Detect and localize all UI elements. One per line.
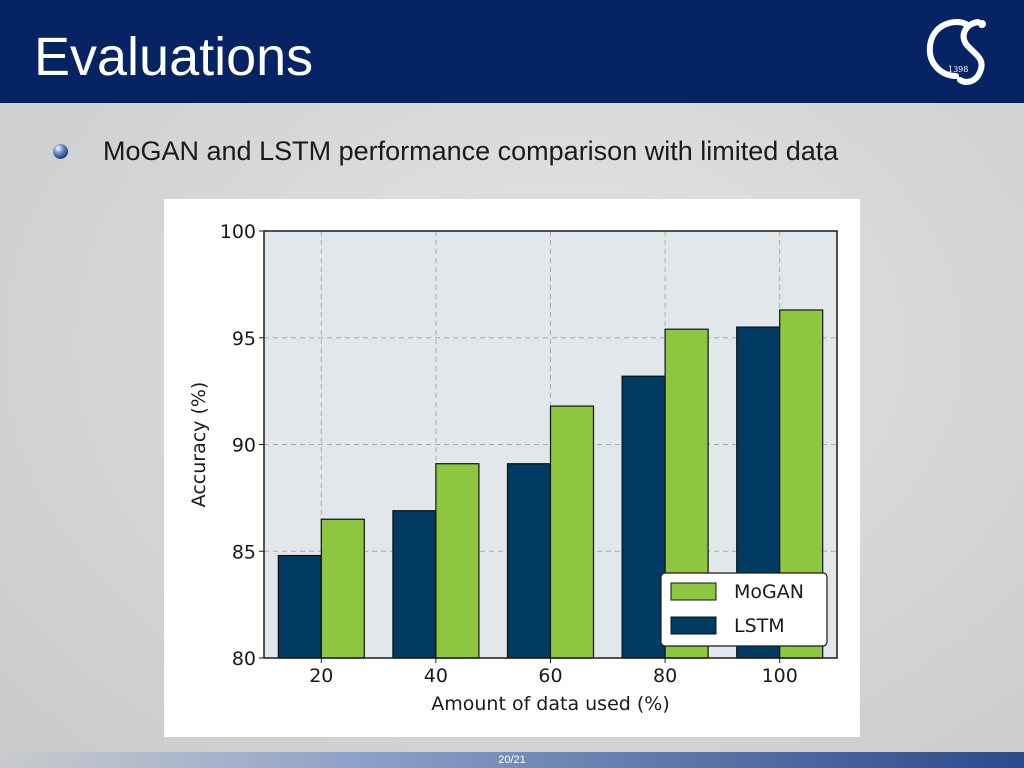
y-tick-label: 95 xyxy=(232,328,256,350)
x-tick-label: 40 xyxy=(424,665,448,687)
title-bar: Evaluations 1398 xyxy=(0,0,1024,103)
chart-panel: 80 85 90 95 100 20 40 60 80 100 Amount of data use… xyxy=(164,199,860,737)
legend-swatch-lstm xyxy=(670,616,717,635)
y-axis-label: Accuracy (%) xyxy=(188,382,210,508)
legend-swatch-mogan xyxy=(670,582,717,601)
x-tick-label: 20 xyxy=(309,665,333,687)
y-tick-label: 80 xyxy=(232,648,256,670)
bullet-text: MoGAN and LSTM performance comparison wi… xyxy=(103,136,839,166)
bar-lstm-20 xyxy=(277,554,322,659)
plot-frame xyxy=(263,230,838,659)
y-tick-label: 100 xyxy=(220,221,256,243)
y-tick-label: 85 xyxy=(232,541,256,563)
logo-year: 1398 xyxy=(948,65,968,74)
slide-title: Evaluations xyxy=(34,27,314,87)
bar-mogan-60 xyxy=(549,405,595,659)
bar-lstm-40 xyxy=(392,510,437,659)
bar-chart: 80 85 90 95 100 20 40 60 80 100 Amount of data use… xyxy=(188,221,838,715)
chart-legend: MoGAN LSTM xyxy=(660,572,828,647)
x-tick-label: 60 xyxy=(538,665,562,687)
bar-mogan-40 xyxy=(435,463,480,659)
legend-label-lstm: LSTM xyxy=(734,615,785,637)
sphere-bullet-icon xyxy=(53,144,68,159)
y-tick-label: 90 xyxy=(232,435,256,457)
x-axis-label: Amount of data used (%) xyxy=(431,693,670,715)
legend-label-mogan: MoGAN xyxy=(734,581,804,603)
bar-mogan-20 xyxy=(320,518,365,659)
x-tick-label: 80 xyxy=(653,665,677,687)
page-number: 20/21 xyxy=(498,754,526,766)
bar-lstm-80 xyxy=(621,375,666,659)
footer-bar: 20/21 xyxy=(0,752,1024,768)
cs-logo-icon: 1398 xyxy=(926,19,986,85)
bar-lstm-60 xyxy=(506,463,552,659)
x-tick-label: 100 xyxy=(762,665,798,687)
